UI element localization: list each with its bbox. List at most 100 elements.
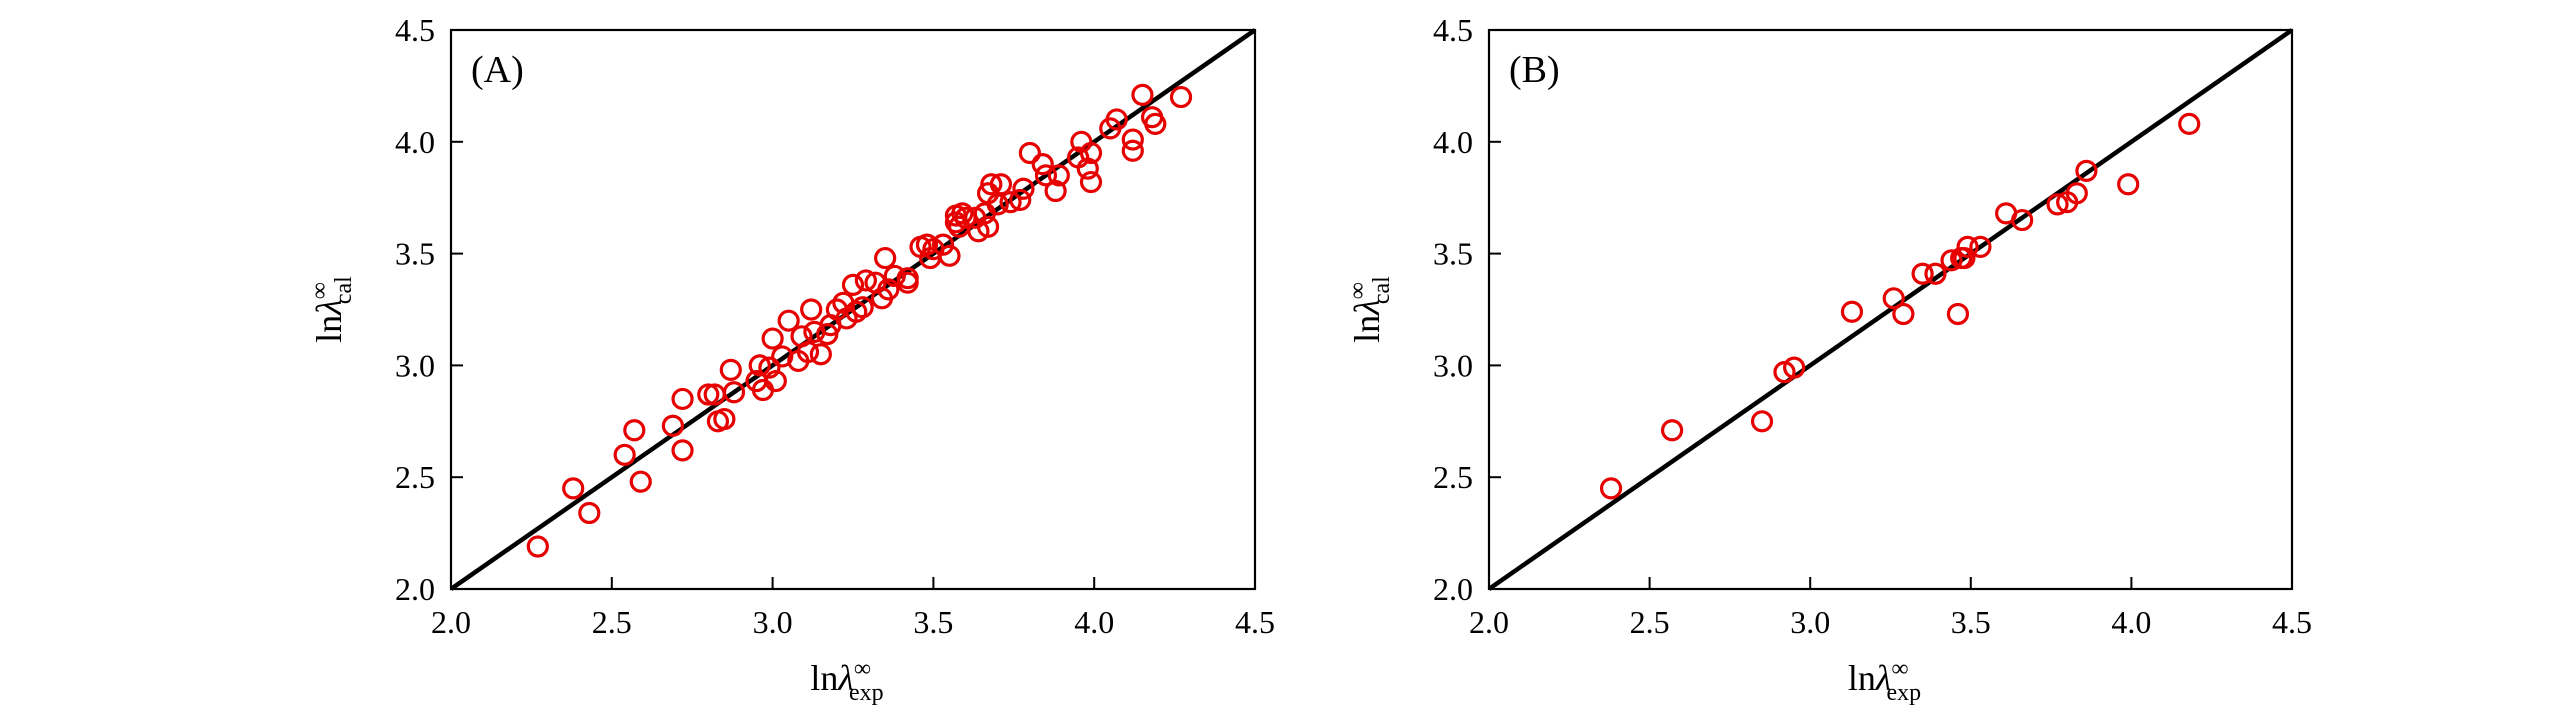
x-tick-label: 2.0 xyxy=(1469,604,1509,640)
data-point xyxy=(1009,188,1032,212)
x-tick-label: 4.5 xyxy=(1235,604,1275,640)
data-point xyxy=(671,439,694,462)
data-point xyxy=(1924,262,1947,285)
data-point xyxy=(1079,141,1103,165)
data-point xyxy=(851,296,874,319)
data-point xyxy=(748,354,771,377)
data-point xyxy=(1034,164,1058,187)
data-point xyxy=(1047,164,1070,187)
data-point xyxy=(841,273,865,297)
data-point xyxy=(877,278,900,301)
data-point xyxy=(2075,159,2098,182)
data-point xyxy=(1018,141,1041,165)
x-tick-label: 2.5 xyxy=(592,604,632,640)
y-axis-title: lnλ∞cal xyxy=(1345,276,1395,343)
data-point xyxy=(526,535,549,558)
y-tick-label: 4.5 xyxy=(1433,12,1473,48)
data-point xyxy=(562,477,585,500)
y-axis-title: lnλ∞cal xyxy=(307,276,357,343)
data-point xyxy=(1079,170,1103,194)
data-point xyxy=(796,340,820,364)
data-point xyxy=(2065,182,2088,205)
y-tick-label: 3.5 xyxy=(395,236,435,272)
x-tick-label: 3.0 xyxy=(1790,604,1830,640)
x-tick-label: 4.0 xyxy=(1074,604,1114,640)
data-point xyxy=(1953,246,1976,270)
data-point xyxy=(777,309,800,332)
x-tick-label: 3.0 xyxy=(753,604,793,640)
data-point xyxy=(1660,419,1684,442)
data-point xyxy=(938,244,961,267)
data-point xyxy=(661,414,685,437)
reference-line xyxy=(1487,28,2294,591)
data-point xyxy=(809,343,832,366)
y-tick-label: 3.0 xyxy=(1433,347,1473,383)
plot-frame xyxy=(449,28,1257,591)
data-point xyxy=(671,387,694,411)
x-tick-label: 2.5 xyxy=(1630,604,1670,640)
data-point xyxy=(980,173,1003,196)
data-point xyxy=(758,356,781,379)
data-point xyxy=(713,407,736,431)
data-point xyxy=(951,202,974,225)
scatter-panel-b: 2.0 2.5 3.0 3.5 4.0 4.5 2.0 2.5 3.0 3.5 4.0 4.5 (B) l… xyxy=(1345,12,2312,706)
x-tick-label: 4.0 xyxy=(2111,604,2151,640)
plot-frame xyxy=(1487,28,2294,591)
data-point xyxy=(1882,287,1905,310)
data-point xyxy=(999,191,1022,214)
data-point xyxy=(976,215,1000,238)
x-axis-title: lnλ∞ exp xyxy=(810,656,883,706)
x-tick-label: 4.5 xyxy=(2272,604,2312,640)
y-tick-label: 2.0 xyxy=(1433,571,1473,607)
data-point xyxy=(761,327,784,350)
y-tick-label: 2.5 xyxy=(395,459,435,495)
data-point xyxy=(1131,83,1154,106)
data-point xyxy=(2046,193,2069,216)
y-tick-label: 3.0 xyxy=(395,347,435,383)
data-point xyxy=(2011,208,2034,232)
data-point xyxy=(1031,153,1054,176)
data-point xyxy=(629,470,652,493)
data-point xyxy=(896,271,919,294)
y-tick-label: 2.5 xyxy=(1433,459,1473,495)
data-point xyxy=(2178,112,2201,136)
data-point xyxy=(1892,302,1915,326)
x-tick-label: 3.5 xyxy=(913,604,953,640)
data-point xyxy=(1121,139,1144,162)
data-point xyxy=(800,298,823,321)
data-point xyxy=(1121,128,1144,151)
y-tick-label: 4.5 xyxy=(395,12,435,48)
data-point xyxy=(1599,477,1623,500)
y-tick-label: 4.0 xyxy=(1433,124,1473,160)
data-point xyxy=(1144,112,1167,136)
panel-label: (A) xyxy=(471,49,524,91)
y-tick-label: 4.0 xyxy=(395,124,435,160)
data-point xyxy=(1169,85,1193,109)
data-point xyxy=(1969,235,1992,258)
data-point xyxy=(719,358,742,381)
data-point xyxy=(1105,108,1128,131)
data-point xyxy=(2117,173,2140,196)
data-point xyxy=(883,264,906,288)
x-tick-label: 2.0 xyxy=(431,604,471,640)
data-point xyxy=(578,501,601,525)
x-axis-title: lnλ∞ exp xyxy=(1848,656,1921,706)
data-point xyxy=(854,269,877,292)
data-point xyxy=(1076,157,1099,180)
data-point xyxy=(874,246,897,270)
data-point xyxy=(986,193,1009,216)
data-point xyxy=(1783,356,1806,379)
y-tick-label: 3.5 xyxy=(1433,236,1473,272)
data-point xyxy=(722,381,746,404)
scatter-panel-a: 2.0 2.5 3.0 3.5 4.0 4.5 2.0 2.5 3.0 3.5 4.0 4.5 (A) l… xyxy=(307,12,1275,706)
y-tick-label: 2.0 xyxy=(395,571,435,607)
data-point xyxy=(764,369,787,393)
data-point xyxy=(697,383,720,406)
panel-label: (B) xyxy=(1509,49,1560,91)
data-point xyxy=(989,173,1013,196)
x-tick-label: 3.5 xyxy=(1951,604,1991,640)
data-point xyxy=(1956,235,1979,258)
data-point xyxy=(1012,177,1035,200)
data-point xyxy=(1750,410,1774,433)
